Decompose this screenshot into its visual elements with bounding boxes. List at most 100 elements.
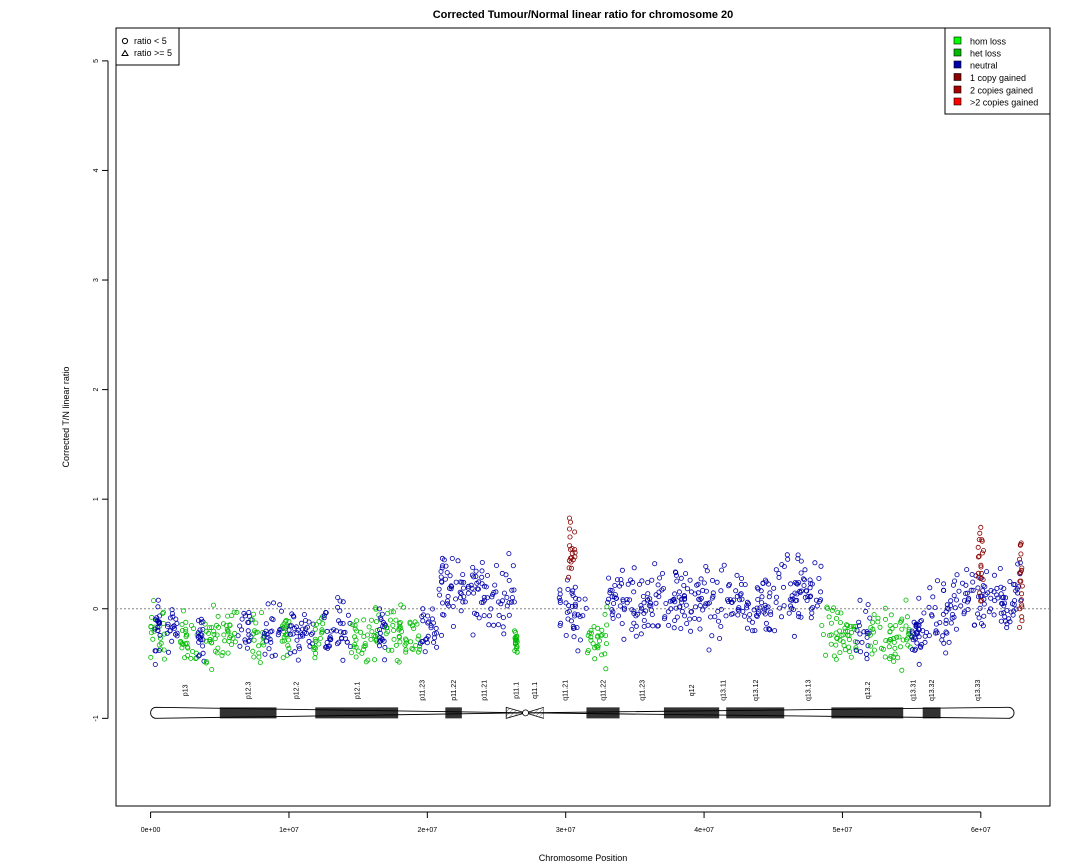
data-point [327,637,333,643]
data-point [607,587,613,593]
data-point [887,656,893,662]
data-point [385,647,391,653]
data-point [706,647,712,653]
data-point [710,578,716,584]
data-point [280,655,286,661]
data-point [1013,606,1019,612]
data-point [366,624,372,630]
data-point [425,633,431,639]
data-point [169,638,175,644]
data-point [420,618,426,624]
data-point [986,609,992,615]
data-point [763,605,769,611]
data-point [612,583,618,589]
data-point [771,585,777,591]
data-point [351,644,357,650]
data-point [420,606,426,612]
data-point [379,611,385,617]
data-point [785,556,791,562]
data-point [953,626,959,632]
data-point [631,589,637,595]
data-point [997,566,1003,572]
data-point [180,641,186,647]
data-point [737,592,743,598]
data-point [276,629,282,635]
x-tick-label: 0e+00 [141,827,161,834]
data-point [234,609,240,615]
data-point [193,656,199,662]
data-point [962,598,968,604]
data-point [773,567,779,573]
data-point [791,633,797,639]
data-point [633,623,639,629]
data-point [948,603,954,609]
data-point [605,599,611,605]
data-point [978,598,984,604]
data-point [1018,542,1024,548]
data-point [324,628,330,634]
data-point [929,613,935,619]
data-point [982,584,988,590]
data-point [619,621,625,627]
data-point [439,600,445,606]
data-point [662,614,668,620]
cytoband-label: p11.21 [482,680,489,701]
data-point [746,617,752,623]
data-point [269,653,275,659]
data-point [820,632,826,638]
cytoband-label: p11.1 [513,682,520,699]
data-point [457,595,463,601]
data-point [396,633,402,639]
data-point [943,617,949,623]
data-point [773,600,779,606]
data-point [977,590,983,596]
data-point [710,593,716,599]
data-point [847,649,853,655]
data-point [633,613,639,619]
x-axis: 0e+00 1e+07 2e+07 3e+07 4e+07 5e+07 6e+07 [141,811,991,834]
data-point [802,594,808,600]
data-point [155,597,161,603]
data-point [695,590,701,596]
data-point [470,565,476,571]
data-point [203,628,209,634]
data-point [858,649,864,655]
data-point [214,632,220,638]
data-point [239,627,245,633]
x-tick-label: 3e+07 [556,827,576,834]
data-point [212,648,218,654]
data-point [655,582,661,588]
data-point [772,628,778,634]
data-point [630,579,636,585]
data-point [1001,586,1007,592]
data-point [150,636,156,642]
data-point [155,628,161,634]
data-point [788,581,794,587]
data-point [837,650,843,656]
data-point [354,618,360,624]
data-point [672,569,678,575]
data-point [817,598,823,604]
data-point [576,596,582,602]
data-point [819,623,825,629]
data-point [403,647,409,653]
data-point [408,639,414,645]
data-point [495,622,501,628]
data-point [867,632,873,638]
data-point [766,626,772,632]
data-point [688,628,694,634]
data-point [471,574,477,580]
data-point [493,589,499,595]
data-point [631,565,637,571]
data-point [640,594,646,600]
cytoband-label: q13.12 [753,680,760,702]
cytoband [398,707,446,719]
data-point [754,614,760,620]
data-point [165,621,171,627]
data-point [963,591,969,597]
data-point [443,563,449,569]
data-point [500,615,506,621]
data-point [807,577,813,583]
data-point [665,609,671,615]
data-point [389,647,395,653]
